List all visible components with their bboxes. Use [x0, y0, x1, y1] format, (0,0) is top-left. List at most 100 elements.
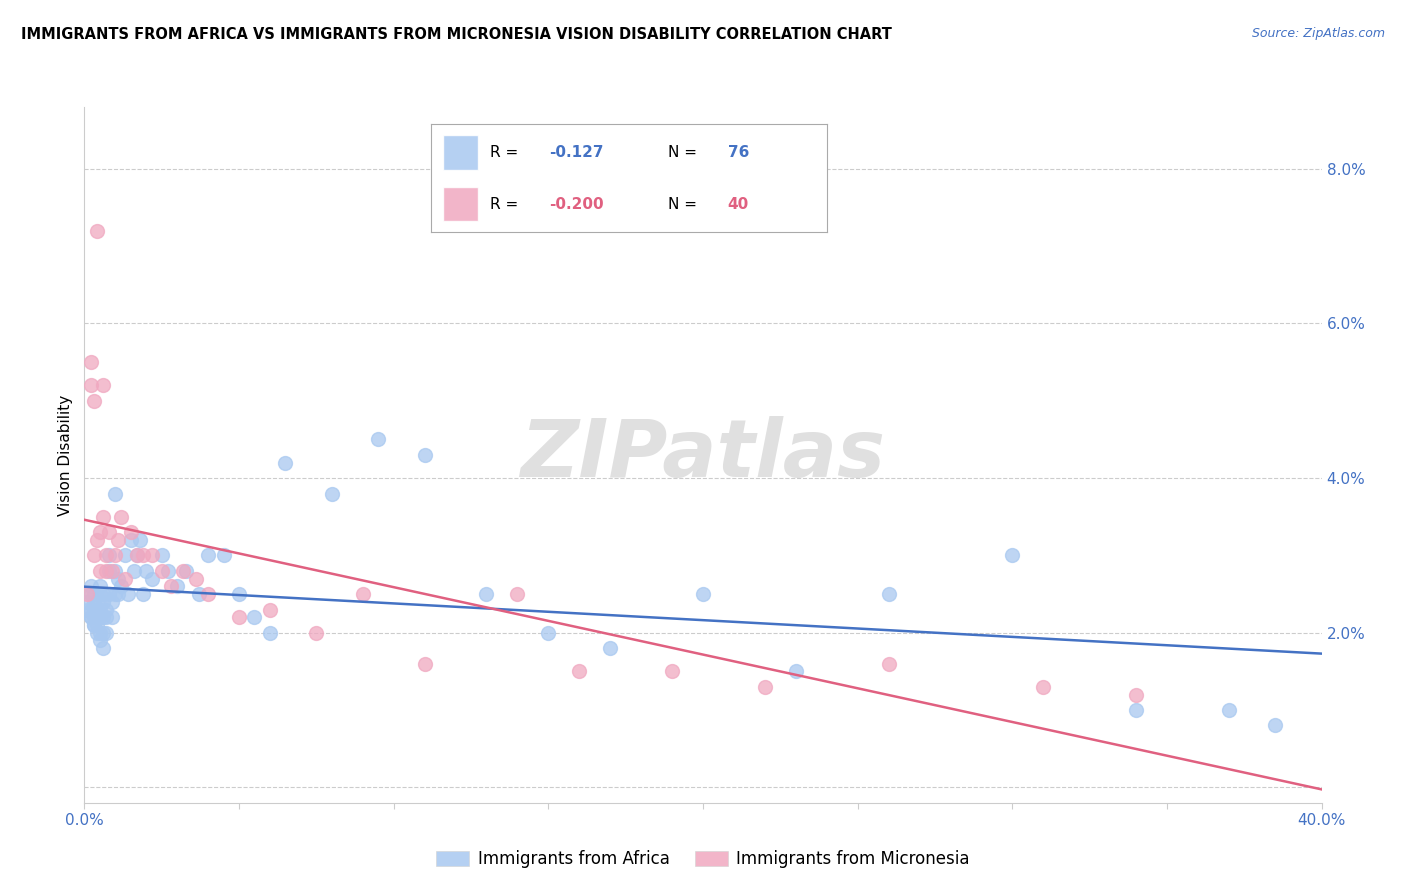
Point	[94, 602, 117, 616]
Point	[243, 610, 266, 624]
Point	[228, 587, 250, 601]
Point	[120, 533, 142, 547]
Point	[125, 549, 148, 563]
Point	[537, 625, 560, 640]
Point	[184, 572, 207, 586]
Point	[83, 602, 105, 616]
Point	[91, 641, 114, 656]
Point	[91, 610, 114, 624]
Point	[94, 564, 117, 578]
Point	[785, 665, 807, 679]
Point	[166, 579, 188, 593]
Point	[129, 533, 152, 547]
Point	[125, 549, 148, 563]
Point	[104, 587, 127, 601]
Point	[1264, 718, 1286, 732]
Point	[86, 618, 108, 632]
Point	[104, 564, 127, 578]
Point	[274, 456, 297, 470]
Point	[83, 549, 105, 563]
Point	[79, 602, 101, 616]
Point	[107, 587, 129, 601]
Point	[76, 595, 98, 609]
Point	[76, 587, 98, 601]
Point	[83, 618, 105, 632]
Point	[86, 533, 108, 547]
Point	[413, 657, 436, 671]
Point	[1218, 703, 1240, 717]
Point	[79, 355, 101, 369]
Point	[156, 564, 179, 578]
Point	[212, 549, 235, 563]
Point	[259, 602, 281, 616]
Point	[79, 587, 101, 601]
Point	[187, 587, 209, 601]
Point	[1125, 703, 1147, 717]
Point	[321, 486, 343, 500]
Point	[89, 525, 111, 540]
Point	[259, 625, 281, 640]
Point	[98, 587, 121, 601]
Point	[91, 587, 114, 601]
Y-axis label: Vision Disability: Vision Disability	[58, 394, 73, 516]
Point	[89, 602, 111, 616]
Point	[83, 587, 105, 601]
Point	[89, 625, 111, 640]
Point	[305, 625, 328, 640]
Point	[91, 625, 114, 640]
Point	[79, 579, 101, 593]
Point	[568, 665, 591, 679]
Point	[94, 549, 117, 563]
Point	[114, 549, 136, 563]
Point	[141, 572, 163, 586]
Point	[160, 579, 183, 593]
Point	[132, 549, 155, 563]
Point	[877, 657, 900, 671]
Point	[104, 549, 127, 563]
Point	[228, 610, 250, 624]
Legend: Immigrants from Africa, Immigrants from Micronesia: Immigrants from Africa, Immigrants from …	[429, 843, 977, 874]
Point	[150, 549, 173, 563]
Point	[86, 595, 108, 609]
Point	[79, 378, 101, 392]
Point	[661, 665, 683, 679]
Point	[89, 610, 111, 624]
Point	[1125, 688, 1147, 702]
Point	[104, 486, 127, 500]
Point	[86, 610, 108, 624]
Point	[107, 572, 129, 586]
Point	[122, 564, 145, 578]
Point	[86, 224, 108, 238]
Point	[176, 564, 198, 578]
Point	[89, 579, 111, 593]
Point	[141, 549, 163, 563]
Text: IMMIGRANTS FROM AFRICA VS IMMIGRANTS FROM MICRONESIA VISION DISABILITY CORRELATI: IMMIGRANTS FROM AFRICA VS IMMIGRANTS FRO…	[21, 27, 891, 42]
Point	[86, 625, 108, 640]
Point	[114, 572, 136, 586]
Point	[692, 587, 714, 601]
Point	[83, 618, 105, 632]
Point	[86, 602, 108, 616]
Point	[877, 587, 900, 601]
Point	[352, 587, 374, 601]
Point	[475, 587, 498, 601]
Point	[79, 610, 101, 624]
Point	[197, 549, 219, 563]
Point	[91, 595, 114, 609]
Point	[1032, 680, 1054, 694]
Point	[754, 680, 776, 694]
Point	[91, 509, 114, 524]
Point	[172, 564, 194, 578]
Text: ZIPatlas: ZIPatlas	[520, 416, 886, 494]
Point	[1001, 549, 1024, 563]
Point	[79, 610, 101, 624]
Point	[89, 564, 111, 578]
Point	[135, 564, 157, 578]
Point	[89, 587, 111, 601]
Point	[83, 610, 105, 624]
Point	[413, 448, 436, 462]
Point	[98, 525, 121, 540]
Point	[101, 595, 124, 609]
Point	[132, 587, 155, 601]
Point	[110, 509, 132, 524]
